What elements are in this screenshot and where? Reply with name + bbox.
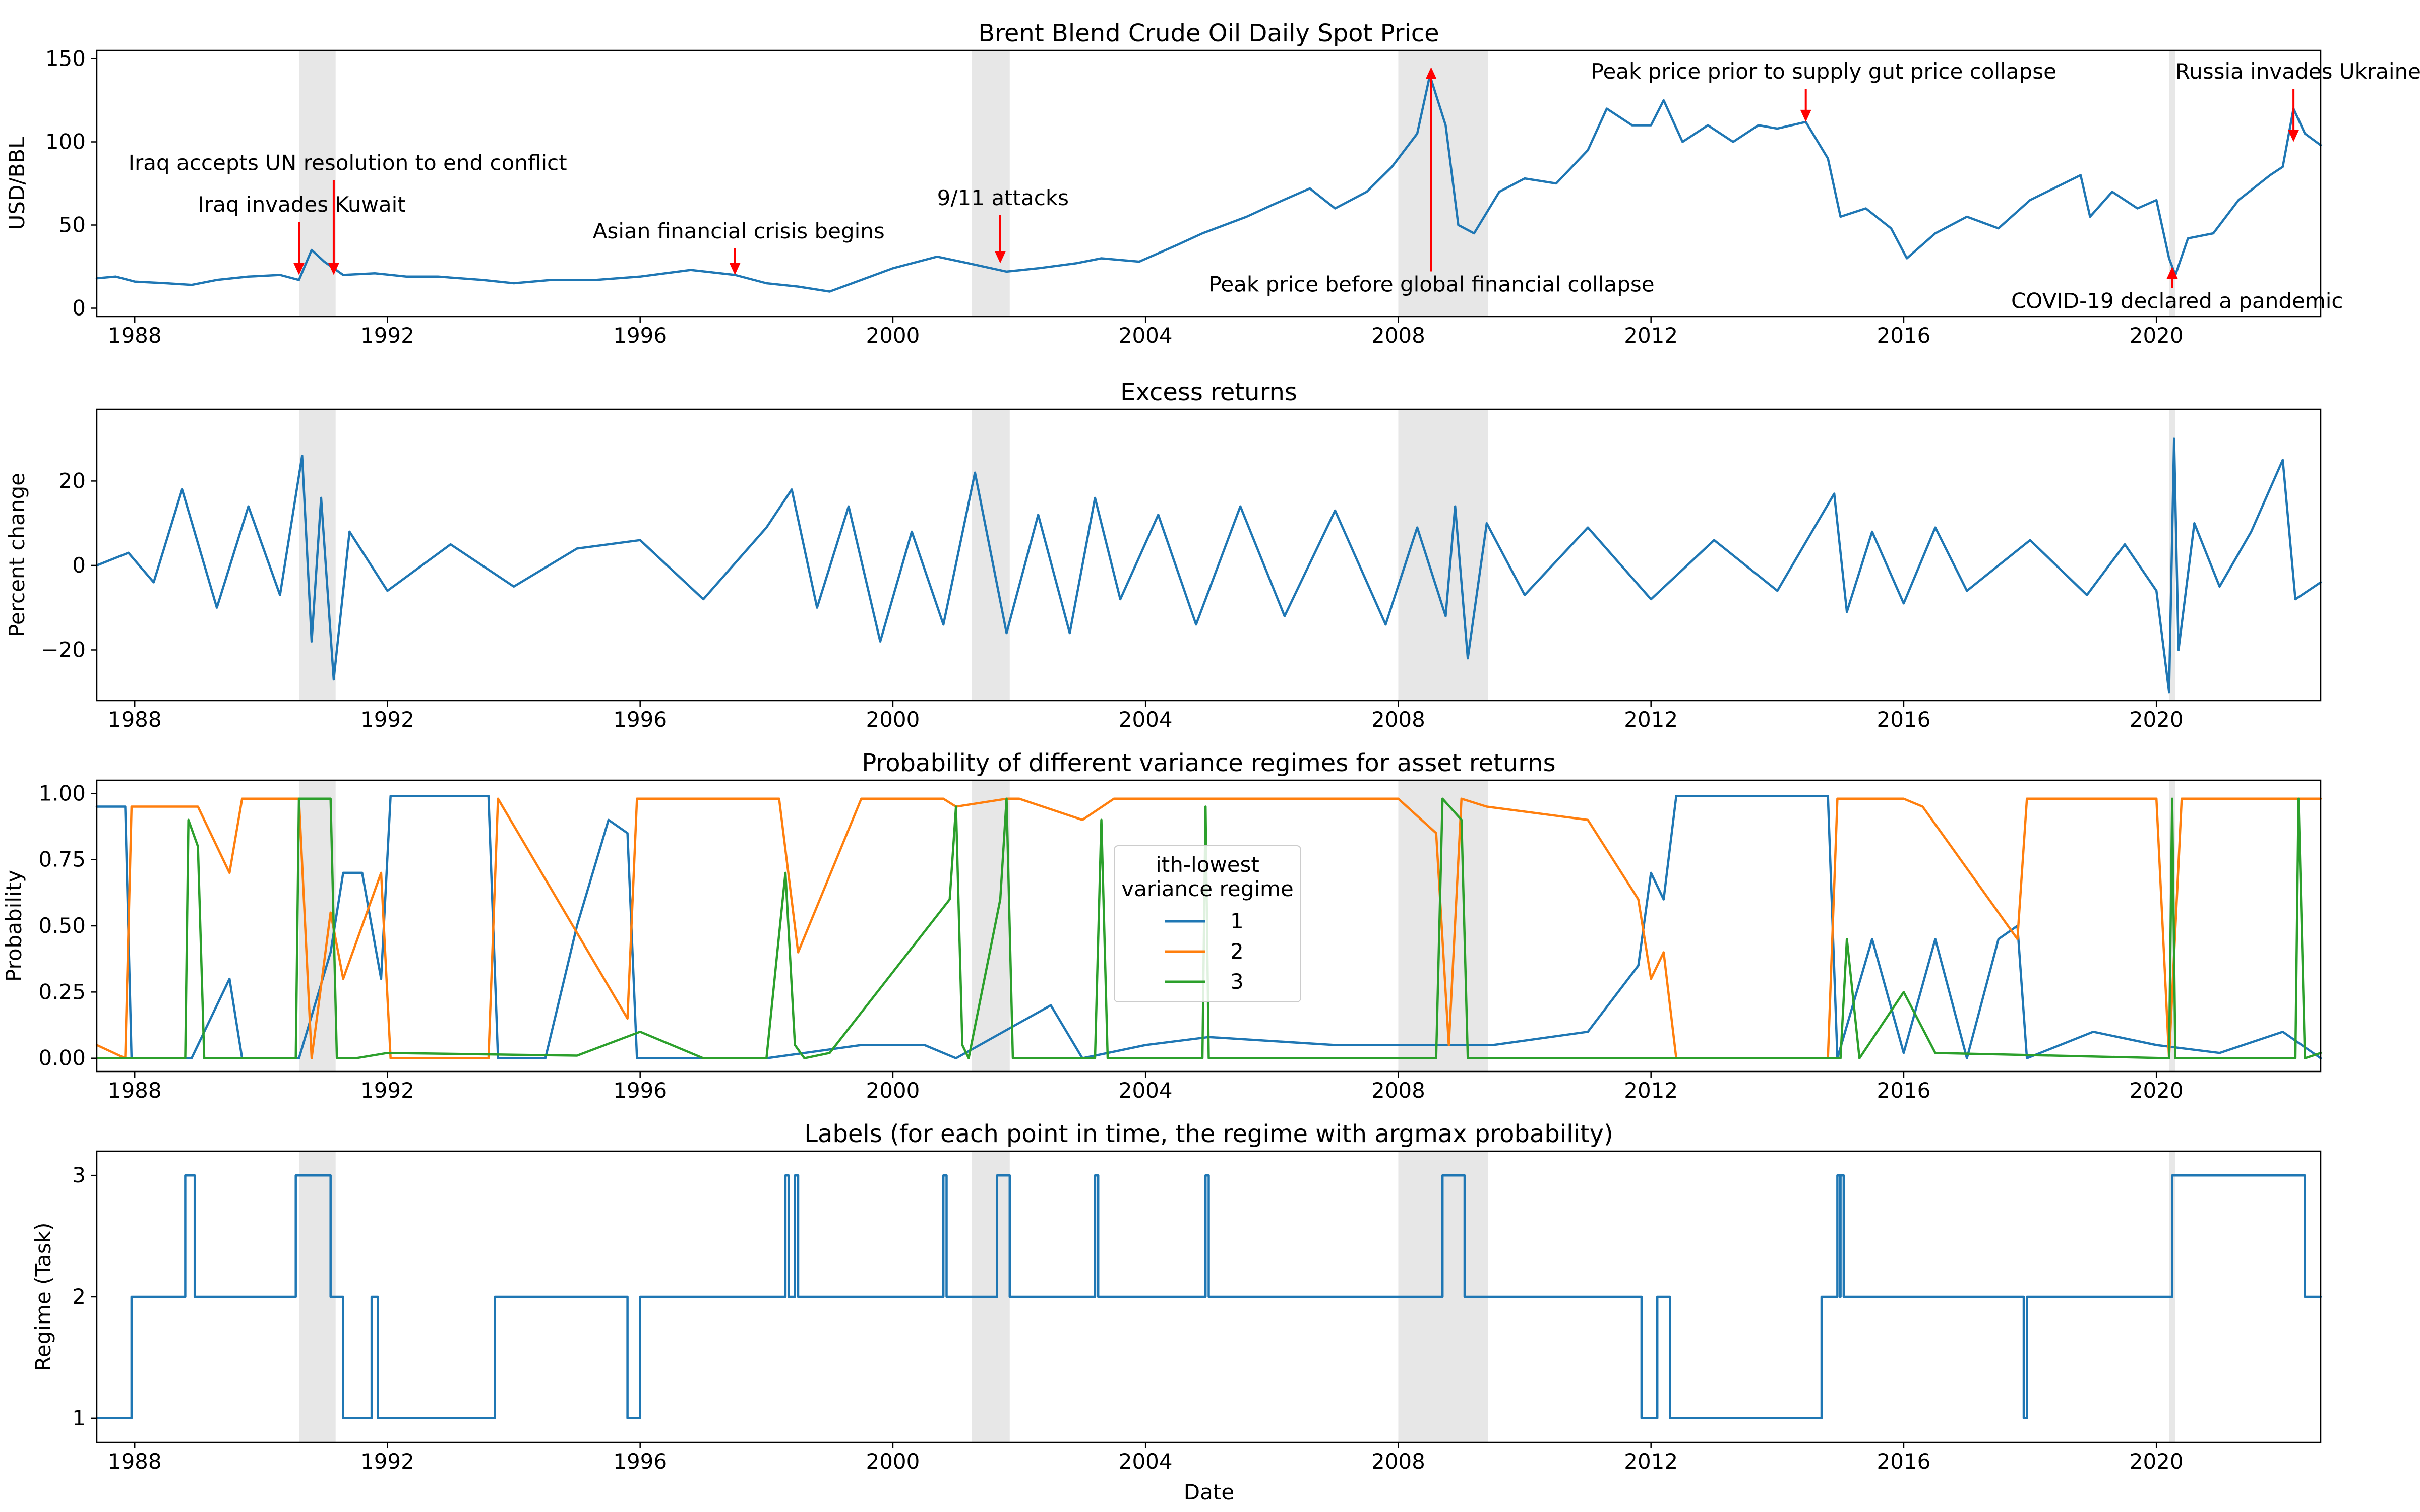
panel-4-x-tick-label-2012: 2012 (1624, 1449, 1678, 1474)
panel-1-annotation-label-1: Iraq accepts UN resolution to end confli… (129, 151, 567, 175)
panel-2-title: Excess returns (1120, 378, 1297, 406)
panel-4-x-tick-label-2004: 2004 (1119, 1449, 1173, 1474)
panel-2-x-tick-label-1992: 1992 (360, 707, 414, 732)
panel-4-x-tick-label-1996: 1996 (613, 1449, 667, 1474)
panel-3-y-tick-label-0_5: 0.50 (38, 913, 86, 938)
panel-1-annotation-label-4: 9/11 attacks (937, 185, 1069, 210)
panel-1-annotation-label-8: COVID-19 declared a pandemic (2011, 289, 2343, 313)
panel-3-series-line-2 (95, 797, 2322, 1059)
panel-1-x-tick-label-2020: 2020 (2130, 323, 2184, 348)
panel-4-y-tick-label-3: 3 (72, 1163, 86, 1187)
panel-1-annotation-arrowhead-1 (328, 263, 339, 275)
panel-3-x-tick-label-1988: 1988 (108, 1078, 162, 1103)
panel-3-y-tick-label-0_75: 0.75 (38, 847, 86, 872)
panel-1-annotation-label-7: Russia invades Ukraine (2175, 59, 2420, 84)
panel-4-y-tick-label-1: 1 (72, 1406, 86, 1430)
panel-2-x-tick-label-2000: 2000 (866, 707, 920, 732)
panel-1-x-tick-label-1996: 1996 (613, 323, 667, 348)
panel-1-y-tick-label-100: 100 (45, 130, 86, 154)
panel-3-y-tick-label-0_25: 0.25 (38, 979, 86, 1004)
panel-3-shaded-period-2 (972, 780, 1010, 1072)
panel-1-x-tick-label-2016: 2016 (1877, 323, 1930, 348)
panel-3-x-tick-label-2004: 2004 (1119, 1078, 1173, 1103)
legend-box (1114, 845, 1301, 1002)
panel-1-annotation-label-5: Peak price before global financial colla… (1209, 272, 1655, 297)
panel-1-annotation-arrowhead-5 (1425, 67, 1437, 79)
panel-3-x-tick-label-1996: 1996 (613, 1078, 667, 1103)
panel-3-x-tick-label-2012: 2012 (1624, 1078, 1678, 1103)
panel-2-x-tick-label-2004: 2004 (1119, 707, 1173, 732)
panel-4-x-tick-label-1992: 1992 (360, 1449, 414, 1474)
panel-1-x-tick-label-1992: 1992 (360, 323, 414, 348)
panel-3-title: Probability of different variance regime… (862, 749, 1555, 777)
panel-1-annotation-arrowhead-6 (1800, 109, 1811, 122)
panel-1-title: Brent Blend Crude Oil Daily Spot Price (978, 19, 1439, 47)
legend-label-1: 1 (1230, 909, 1244, 933)
panel-2-axes-frame (96, 408, 2322, 702)
panel-1-annotation-arrowhead-7 (2288, 130, 2300, 142)
panel-1-annotation-arrowhead-8 (2166, 267, 2178, 279)
panel-1-y-tick-label-150: 150 (45, 46, 86, 71)
panel-3-y-axis-label: Probability (2, 870, 26, 982)
panel-1-y-axis-label: USD/BBL (5, 137, 29, 230)
figure-x-axis-label: Date (1184, 1480, 1234, 1504)
legend-label-3: 3 (1230, 969, 1244, 994)
panel-2-y-axis-label: Percent change (5, 473, 29, 637)
panel-4-title: Labels (for each point in time, the regi… (804, 1120, 1613, 1148)
panel-2-series-line-1 (95, 437, 2322, 694)
panel-4-x-tick-label-2008: 2008 (1371, 1449, 1425, 1474)
panel-1-y-tick-label-50: 50 (59, 213, 86, 237)
panel-4-y-tick-label-2: 2 (72, 1284, 86, 1309)
panel-2-shaded-period-3 (1398, 409, 1488, 701)
panel-1-x-tick-label-2012: 2012 (1624, 323, 1678, 348)
panel-4-x-tick-label-2016: 2016 (1877, 1449, 1930, 1474)
panel-1-shaded-period-3 (1398, 50, 1488, 317)
legend-title-line-2: variance regime (1121, 876, 1293, 901)
legend-label-2: 2 (1230, 939, 1244, 964)
panel-2-y-tick-label--20: −20 (41, 637, 86, 662)
panel-1-series-line-1 (95, 74, 2322, 293)
panel-1-annotation-label-6: Peak price prior to supply gut price col… (1591, 59, 2056, 84)
panel-3-x-tick-label-2020: 2020 (2130, 1078, 2184, 1103)
panel-4-series-line-1 (95, 1174, 2322, 1420)
panel-1-annotation-arrowhead-4 (994, 251, 1006, 264)
panel-1-x-tick-label-2004: 2004 (1119, 323, 1173, 348)
panel-4-x-tick-label-2020: 2020 (2130, 1449, 2184, 1474)
panel-1-annotation-arrowhead-2 (293, 263, 305, 275)
panel-2-x-tick-label-1996: 1996 (613, 707, 667, 732)
panel-3-x-tick-label-2008: 2008 (1371, 1078, 1425, 1103)
panel-2-x-tick-label-2016: 2016 (1877, 707, 1930, 732)
panel-2-y-tick-label-0: 0 (72, 553, 86, 578)
panel-4-x-tick-label-2000: 2000 (866, 1449, 920, 1474)
panel-2-x-tick-label-2020: 2020 (2130, 707, 2184, 732)
panel-1-shaded-period-2 (972, 50, 1010, 317)
panel-2-x-tick-label-2012: 2012 (1624, 707, 1678, 732)
panel-3-x-tick-label-2016: 2016 (1877, 1078, 1930, 1103)
panel-1-annotation-arrowhead-3 (729, 263, 741, 275)
panel-1-shaded-period-4 (2169, 50, 2175, 317)
panel-4-x-tick-label-1988: 1988 (108, 1449, 162, 1474)
panel-1-annotation-label-2: Iraq invades Kuwait (198, 192, 406, 217)
panel-1-x-tick-label-2000: 2000 (866, 323, 920, 348)
panel-2-y-tick-label-20: 20 (59, 468, 86, 493)
panel-3-x-tick-label-2000: 2000 (866, 1078, 920, 1103)
panel-1-x-tick-label-1988: 1988 (108, 323, 162, 348)
panel-4-y-axis-label: Regime (Task) (31, 1223, 55, 1371)
panel-1-annotation-label-3: Asian financial crisis begins (593, 219, 885, 243)
panel-3-x-tick-label-1992: 1992 (360, 1078, 414, 1103)
panel-3-series-line-3 (95, 797, 2322, 1059)
panel-1-x-tick-label-2008: 2008 (1371, 323, 1425, 348)
panel-1-shaded-period-1 (299, 50, 336, 317)
panel-3-shaded-period-3 (1398, 780, 1488, 1072)
panel-1-y-tick-label-0: 0 (72, 296, 86, 321)
panel-3-y-tick-label-1: 1.00 (38, 781, 86, 805)
panel-3-y-tick-label-0: 0.00 (38, 1046, 86, 1070)
legend-title-line-1: ith-lowest (1156, 852, 1259, 877)
panel-1-axes-frame (96, 49, 2322, 318)
panel-2-x-tick-label-1988: 1988 (108, 707, 162, 732)
panel-2-x-tick-label-2008: 2008 (1371, 707, 1425, 732)
